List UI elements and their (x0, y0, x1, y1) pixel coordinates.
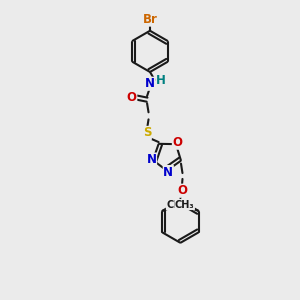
Text: H: H (156, 74, 166, 87)
Text: N: N (145, 77, 155, 90)
Text: N: N (146, 153, 157, 166)
Text: N: N (163, 166, 173, 178)
Text: O: O (177, 184, 187, 197)
Text: Br: Br (142, 13, 158, 26)
Text: O: O (127, 91, 137, 104)
Text: O: O (172, 136, 182, 149)
Text: CH₃: CH₃ (175, 200, 194, 210)
Text: S: S (143, 126, 151, 140)
Text: CH₃: CH₃ (167, 200, 186, 210)
